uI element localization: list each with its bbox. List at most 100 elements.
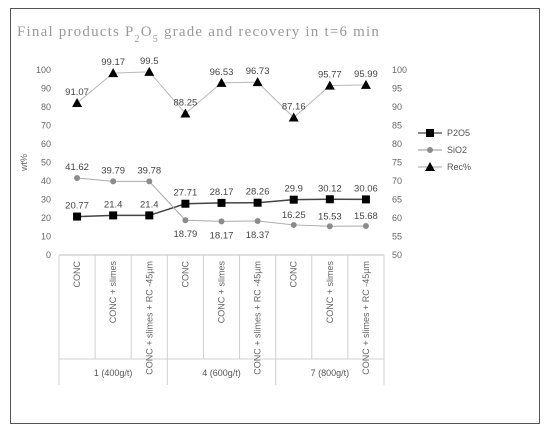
marker-circle [362, 222, 369, 229]
y2-tick-label: 100 [392, 65, 407, 75]
legend-label: Rec% [447, 162, 471, 172]
y2-tick-label: 80 [392, 139, 402, 149]
category-labels: CONC CONC + slimes CONC + slimes + RC -45µ… [72, 261, 371, 378]
category-label: CONC [180, 261, 190, 288]
marker-square [181, 199, 190, 208]
data-label: 27.71 [173, 188, 197, 199]
marker-circle [146, 178, 153, 185]
line-chart: Final products P2O5 grade and recovery i… [17, 24, 471, 385]
legend-label: SiO2 [447, 145, 467, 155]
y2-tick-label: 70 [392, 176, 402, 186]
y-tick-label: 30 [41, 195, 51, 205]
marker-circle [218, 218, 225, 225]
y-tick-label: 70 [41, 121, 51, 131]
marker-triangle [144, 66, 155, 76]
marker-square [361, 195, 370, 204]
data-label: 91.07 [65, 87, 89, 98]
marker-triangle [180, 108, 191, 118]
data-label: 88.25 [173, 97, 197, 108]
y-tick-label: 0 [46, 250, 51, 260]
marker-square [217, 198, 226, 207]
data-label: 18.37 [246, 230, 270, 241]
y2-tick-label: 95 [392, 84, 402, 94]
chart-frame: Final products P2O5 grade and recovery i… [10, 8, 540, 424]
marker-square [426, 129, 434, 137]
data-label: 95.77 [318, 70, 342, 81]
category-label: CONC + slimes [325, 261, 335, 324]
data-label: 29.9 [284, 184, 303, 195]
data-label: 18.17 [210, 230, 234, 241]
y2-tick-label: 75 [392, 158, 402, 168]
marker-triangle [288, 112, 299, 122]
category-label: CONC + slimes + RC -45µm [144, 261, 154, 375]
group-label: 1 (400g/t) [94, 368, 133, 378]
data-label: 30.06 [354, 183, 378, 194]
marker-triangle [72, 98, 83, 108]
y-tick-label: 40 [41, 176, 51, 186]
data-label: 21.4 [104, 199, 123, 210]
marker-circle [254, 218, 261, 225]
legend: P2O5 SiO2 Rec% [418, 128, 471, 172]
y-tick-label: 90 [41, 84, 51, 94]
y2-tick-label: 55 [392, 232, 402, 242]
category-label: CONC + slimes + RC -45µm [361, 261, 371, 375]
group-label: 7 (800g/t) [311, 368, 350, 378]
marker-triangle [216, 77, 227, 87]
data-label: 87.16 [282, 102, 306, 113]
marker-triangle [252, 77, 263, 87]
data-label: 41.62 [65, 162, 89, 173]
y2-tick-label: 85 [392, 121, 402, 131]
data-label: 95.99 [354, 69, 378, 80]
y-tick-label: 20 [41, 213, 51, 223]
marker-triangle [360, 79, 371, 89]
marker-circle [110, 178, 117, 185]
marker-circle [290, 221, 297, 228]
data-label: 21.4 [140, 199, 159, 210]
y2-tick-label: 50 [392, 250, 402, 260]
marker-square [73, 212, 82, 221]
y2-tick-label: 90 [392, 102, 402, 112]
category-label: CONC [72, 261, 82, 288]
marker-circle [326, 223, 333, 230]
marker-circle [182, 217, 189, 224]
legend-label: P2O5 [447, 128, 470, 138]
y2-tick-label: 65 [392, 195, 402, 205]
y-axis-label: wt% [19, 154, 29, 172]
data-label: 99.17 [101, 57, 125, 68]
marker-square [325, 195, 334, 204]
data-label: 39.78 [137, 165, 161, 176]
marker-triangle [425, 162, 435, 171]
data-label: 16.25 [282, 210, 306, 221]
marker-square [289, 195, 298, 204]
category-label: CONC + slimes [108, 261, 118, 324]
series-layer [72, 66, 371, 230]
data-label: 18.79 [173, 229, 197, 240]
y-tick-label: 50 [41, 158, 51, 168]
data-label: 15.68 [354, 211, 378, 222]
data-label: 99.5 [140, 56, 159, 67]
category-label: CONC + slimes [217, 261, 227, 324]
data-label: 15.53 [318, 211, 342, 222]
marker-square [109, 211, 118, 220]
data-label: 28.17 [210, 187, 234, 198]
y-tick-label: 60 [41, 139, 51, 149]
data-labels: 20.77 21.4 21.4 27.71 28.17 28.26 29.9 30.12 30.… [65, 56, 378, 242]
data-label: 39.79 [101, 165, 125, 176]
data-label: 28.26 [246, 187, 270, 198]
data-label: 30.12 [318, 183, 342, 194]
data-label: 96.73 [246, 66, 270, 77]
marker-circle [74, 175, 81, 182]
chart-title: Final products P2O5 grade and recovery i… [17, 24, 380, 45]
y-tick-label: 10 [41, 232, 51, 242]
marker-triangle [324, 80, 335, 90]
marker-circle [427, 147, 433, 153]
data-label: 20.77 [65, 201, 89, 212]
group-label: 4 (600g/t) [202, 368, 241, 378]
y-tick-label: 80 [41, 102, 51, 112]
marker-square [145, 211, 154, 220]
marker-triangle [108, 68, 119, 78]
y-tick-label: 100 [36, 65, 51, 75]
data-label: 96.53 [210, 67, 234, 78]
category-label: CONC + slimes + RC -45µm [253, 261, 263, 375]
category-label: CONC [289, 261, 299, 288]
